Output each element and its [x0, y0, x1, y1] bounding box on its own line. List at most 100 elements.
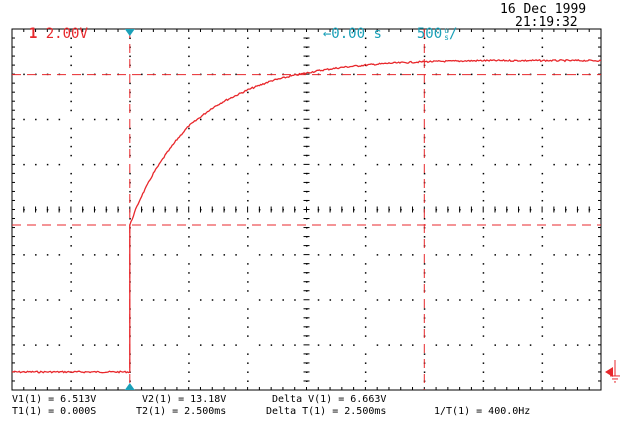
grid-dot: [329, 254, 332, 256]
grid-dot: [247, 136, 249, 139]
grid-dot: [211, 163, 214, 166]
grid-dot: [247, 308, 249, 310]
grid-dot: [494, 344, 496, 346]
grid-dot: [482, 109, 485, 112]
channel-number: 1: [28, 26, 38, 42]
grid-dot: [247, 236, 249, 238]
grid-dot: [435, 299, 438, 301]
grid-dot: [70, 46, 72, 49]
grid-dot: [364, 218, 367, 220]
grid-dot: [46, 163, 49, 166]
grid-dot: [141, 118, 143, 121]
grid-dot: [70, 154, 72, 157]
grid-dot: [412, 254, 414, 256]
grid-dot: [247, 154, 249, 157]
grid-dot: [541, 181, 544, 184]
grid-dot: [423, 82, 426, 85]
grid-dot: [188, 136, 190, 139]
timebase-unit-bottom: s: [444, 33, 449, 42]
grid-dot: [541, 46, 544, 49]
grid-dot: [247, 46, 249, 49]
time-offset-readout[interactable]: ←0.00 s: [306, 10, 382, 42]
grid-dot: [482, 380, 485, 382]
grid-dot: [70, 353, 72, 355]
grid-dot: [247, 127, 249, 130]
grid-dot: [105, 299, 108, 301]
grid-dot: [117, 344, 120, 346]
grid-dot: [317, 344, 320, 346]
graticule-grid: [11, 28, 602, 391]
grid-dot: [188, 335, 190, 337]
grid-dot: [152, 254, 155, 256]
grid-dot: [129, 145, 131, 148]
grid-dot: [270, 163, 273, 166]
grid-dot: [188, 172, 190, 175]
grid-dot: [423, 353, 426, 355]
grid-dot: [188, 227, 190, 229]
grid-dot: [199, 163, 202, 166]
grid-dot: [518, 73, 520, 76]
grid-dot: [188, 127, 190, 130]
grid-dot: [235, 254, 237, 256]
grid-dot: [188, 326, 190, 328]
grid-dot: [188, 272, 190, 274]
grid-dot: [129, 127, 131, 130]
grid-dot: [223, 163, 226, 166]
grid-dot: [482, 55, 485, 58]
channel-1-trace: [11, 58, 602, 374]
grid-dot: [364, 172, 367, 175]
grid-dot: [423, 145, 426, 148]
grid-dot: [70, 218, 72, 220]
timebase-readout[interactable]: 500 u s/: [400, 10, 458, 42]
grid-dot: [188, 281, 190, 283]
grid-dot: [70, 172, 72, 175]
grid-dot: [247, 227, 249, 229]
grid-dot: [164, 299, 167, 301]
grid-dot: [247, 64, 249, 67]
grid-dot: [529, 344, 532, 346]
grid-dot: [247, 371, 249, 373]
grid-dot: [459, 299, 461, 301]
grid-dot: [141, 344, 143, 346]
grid-dot: [447, 163, 449, 166]
grid-dot: [376, 163, 379, 166]
grid-dot: [482, 46, 485, 49]
grid-dot: [482, 100, 485, 103]
grid-dot: [423, 326, 426, 328]
grid-dot: [188, 317, 190, 319]
grid-dot: [70, 326, 72, 328]
measurement-inverse-delta-t: 1/T(1) = 400.0Hz: [434, 406, 531, 417]
grid-dot: [364, 190, 367, 193]
grid-dot: [518, 299, 520, 301]
grid-dot: [388, 118, 390, 121]
grid-dot: [364, 317, 367, 319]
grid-dot: [270, 299, 273, 301]
grid-dot: [400, 163, 402, 166]
grid-dot: [70, 55, 72, 58]
grid-dot: [541, 371, 544, 373]
grid-dot: [70, 37, 72, 40]
measurement-v1: V1(1) = 6.513V: [12, 394, 97, 405]
grid-dot: [529, 254, 532, 256]
grid-dot: [188, 371, 190, 373]
grid-dot: [70, 335, 72, 337]
grid-dot: [541, 227, 544, 229]
measurement-t1: T1(1) = 0.000S: [12, 406, 97, 417]
grid-dot: [129, 37, 131, 40]
grid-dot: [341, 163, 343, 166]
grid-dot: [364, 100, 367, 103]
grid-dot: [35, 299, 37, 301]
grid-dot: [482, 371, 485, 373]
grid-dot: [294, 163, 296, 166]
grid-dot: [482, 308, 485, 310]
grid-dot: [247, 335, 249, 337]
grid-dot: [400, 254, 402, 256]
grid-dot: [23, 163, 25, 166]
grid-dot: [412, 118, 414, 121]
grid-dot: [376, 254, 379, 256]
grid-dot: [541, 218, 544, 220]
channel-label[interactable]: 1 2.00V: [12, 10, 88, 42]
grid-dot: [247, 317, 249, 319]
grid-dot: [447, 118, 449, 121]
